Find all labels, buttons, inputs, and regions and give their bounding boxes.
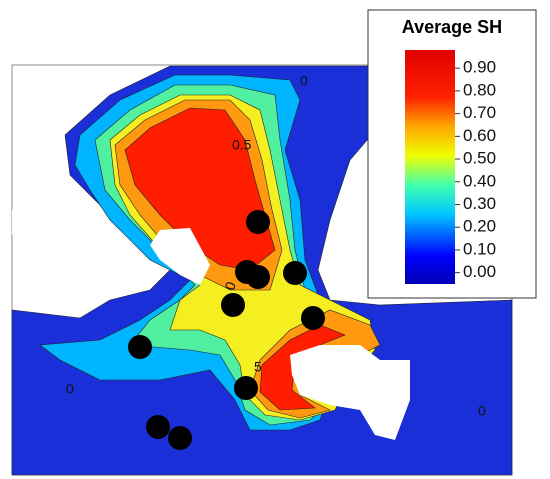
- colorbar-tick-label: 0.30: [463, 194, 496, 213]
- colorbar-tick-label: 0.40: [463, 171, 496, 190]
- colorbar-title: Average SH: [402, 17, 502, 37]
- colorbar-tick-label: 0.50: [463, 149, 496, 168]
- colorbar-tick-label: 0.10: [463, 239, 496, 258]
- contour-label: 5: [254, 359, 262, 375]
- colorbar-tick-label: 0.90: [463, 58, 496, 77]
- contour-label: 0: [300, 73, 308, 89]
- colorbar-tick-label: 0.80: [463, 80, 496, 99]
- contour-label: 0.5: [232, 137, 252, 153]
- colorbar-tick-label: 0.20: [463, 217, 496, 236]
- colorbar-tick-label: 0.60: [463, 126, 496, 145]
- colorbar-tick-label: 0.00: [463, 262, 496, 281]
- colorbar: Average SH 0.00 0.10 0.20 0.30 0.40 0.50 0.60 0…: [367, 9, 537, 299]
- contour-label: 0: [66, 381, 74, 397]
- sample-points: [128, 210, 325, 450]
- contour-label: 0: [478, 403, 486, 419]
- colorbar-bar: [405, 50, 455, 284]
- colorbar-tick-label: 0.70: [463, 103, 496, 122]
